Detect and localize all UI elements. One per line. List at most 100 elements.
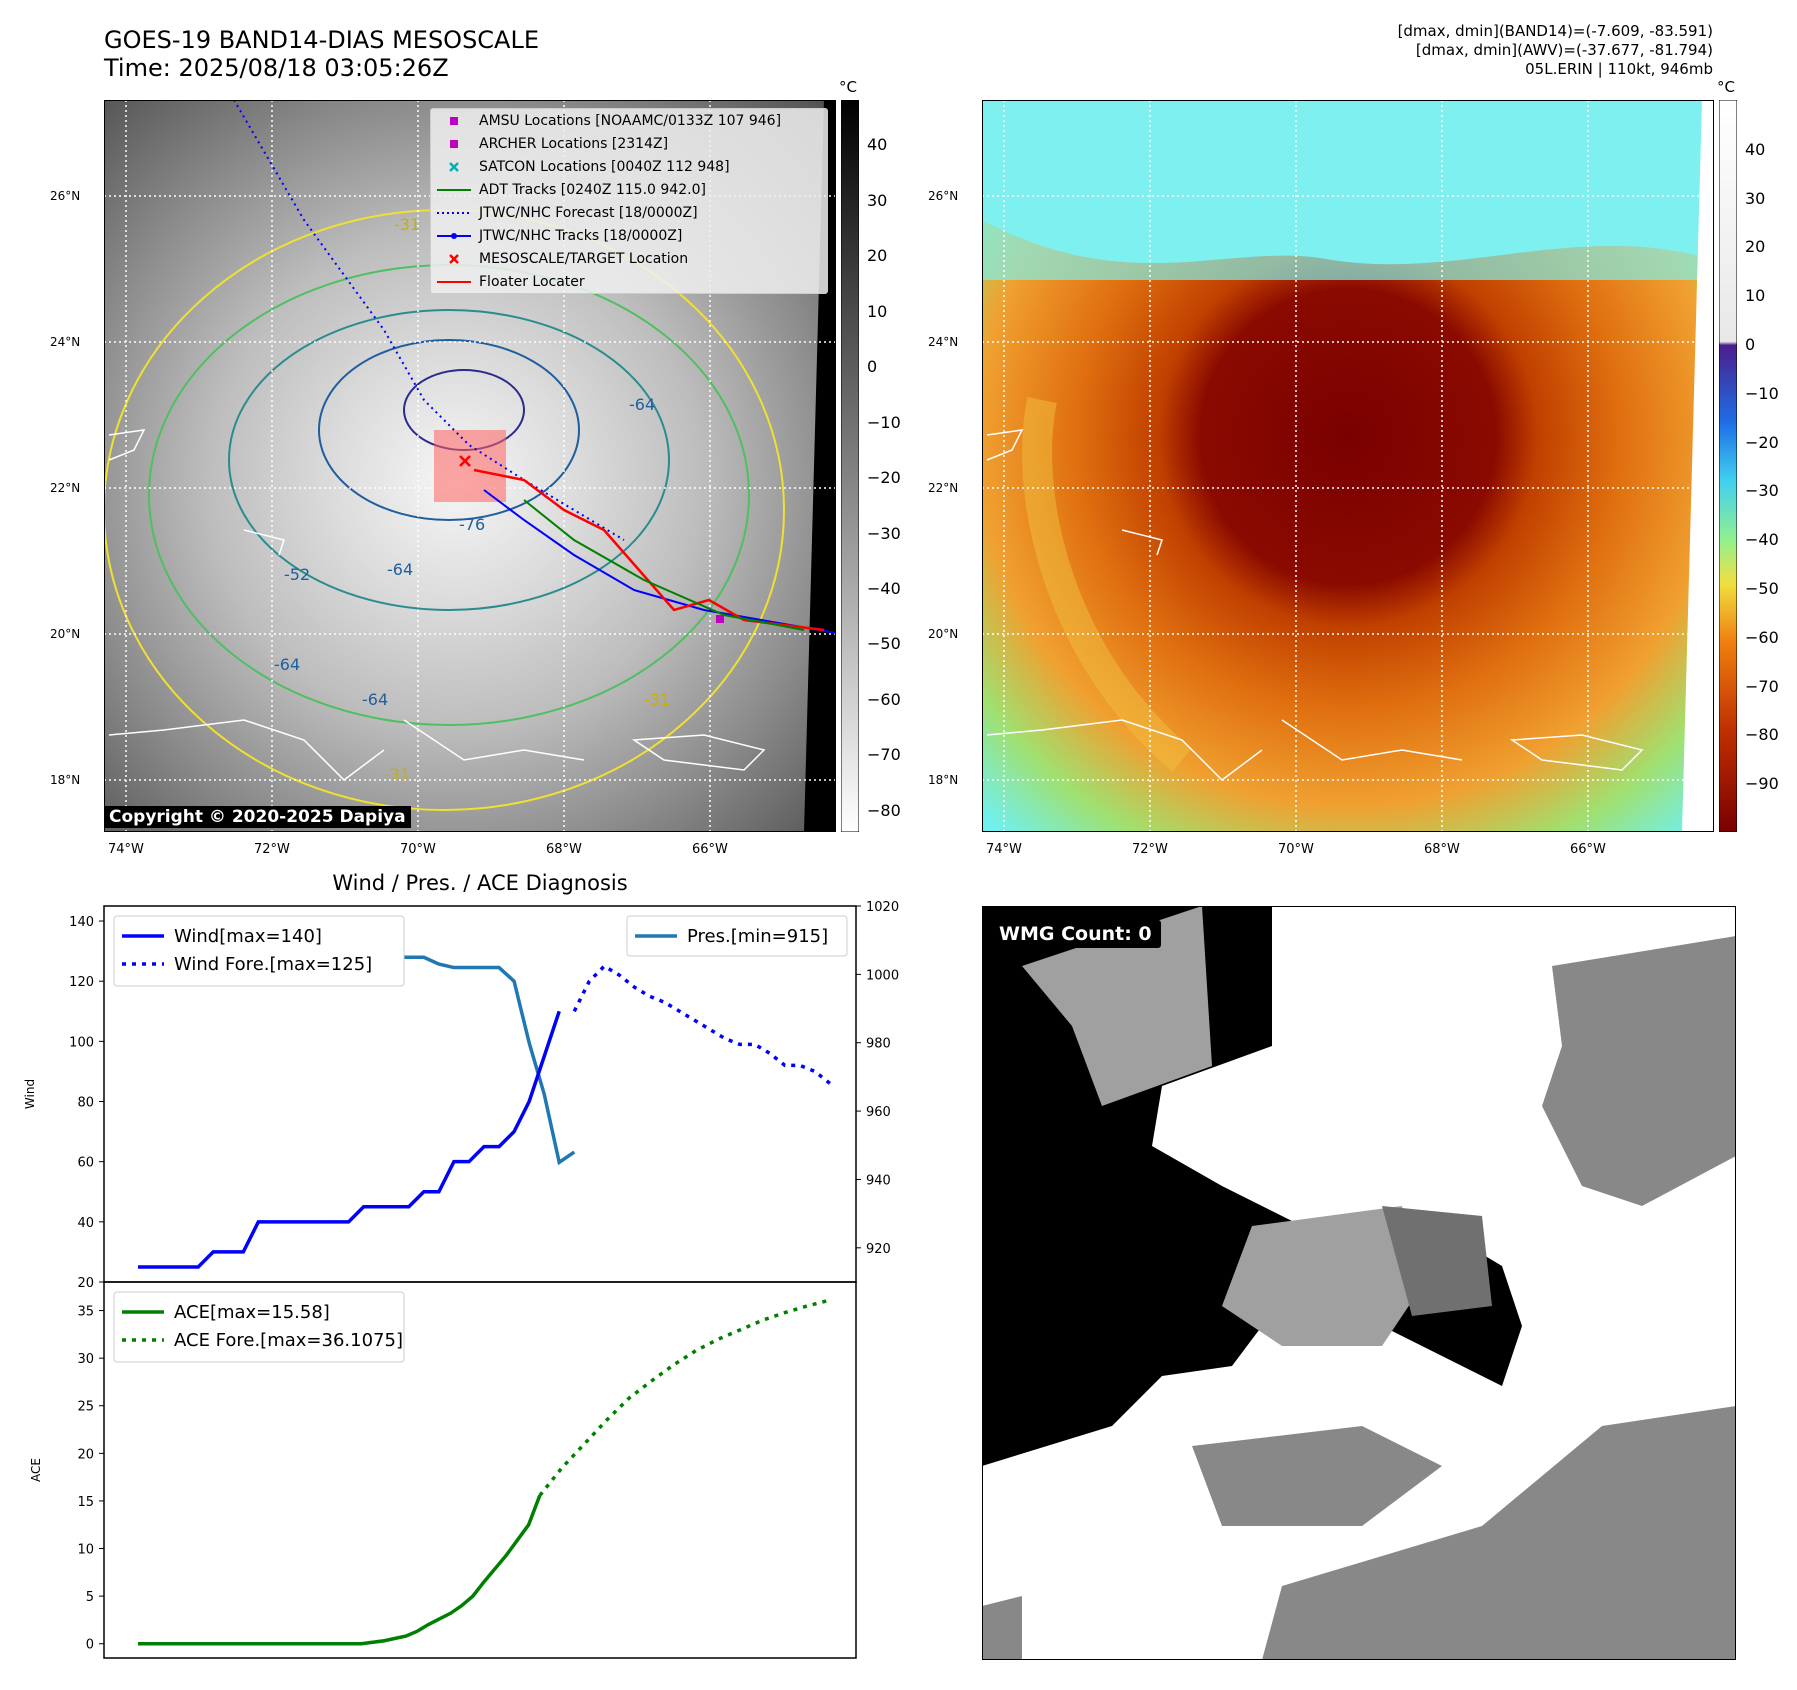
contour-label: -76 [459,515,485,534]
lat-label: 22°N [928,481,959,495]
legend-label: ADT Tracks [0240Z 115.0 942.0] [479,181,706,198]
colorbar-color [1719,100,1737,832]
colorbar-tick: −10 [867,412,901,432]
colorbar-tick: 0 [867,357,878,377]
pressure-tick: 980 [866,1037,891,1052]
legend-item: MESOSCALE/TARGET Location [431,247,827,270]
awv-map-panel [982,100,1714,832]
ace-tick: 15 [77,1495,94,1510]
ace-tick: 35 [77,1305,94,1320]
legend-item: ADT Tracks [0240Z 115.0 942.0] [431,178,827,201]
ace-axes [103,1281,857,1659]
wind-tick: 80 [77,1096,94,1111]
colorbar-gray [841,100,859,832]
colorbar-tick: 10 [1745,286,1766,306]
ace-axis-label: ACE [29,1458,43,1482]
legend-swatch [449,253,459,264]
colorbar-tick: −80 [867,800,901,820]
lat-label: 20°N [928,627,959,641]
legend-label: ARCHER Locations [2314Z] [479,135,669,152]
legend-label: MESOSCALE/TARGET Location [479,250,689,267]
lat-label: 26°N [50,189,81,203]
colorbar-tick: 30 [867,190,888,210]
pressure-tick: 1020 [866,900,899,915]
contour-label: -64 [362,690,388,709]
diagnosis-chart: Wind / Pres. / ACE Diagnosis204060801001… [23,871,899,1659]
contour-label: -64 [387,560,413,579]
contour-label: -64 [274,655,300,674]
chart-legend: ACE[max=15.58] ACE Fore.[max=36.1075] [113,1291,405,1363]
no-data-edge [804,100,836,832]
legend-swatch [450,139,458,148]
contour-label: -31 [644,690,670,709]
colorbar-unit: °C [839,78,857,96]
lon-label: 72°W [254,842,290,857]
stats-line-2: [dmax, dmin](AWV)=(-37.677, -81.794) [1415,41,1713,59]
legend-item: Floater Locater [431,270,827,293]
best-track [483,489,836,634]
colorbar-tick: −40 [1745,530,1779,550]
legend-swatch [437,188,471,191]
colorbar-tick: −80 [1745,725,1779,745]
lon-label: 68°W [546,842,582,857]
colorbar-tick: −70 [867,745,901,765]
colorbar-tick: −30 [1745,481,1779,501]
title-line-2: Time: 2025/08/18 03:05:26Z [104,54,449,82]
legend-label: SATCON Locations [0040Z 112 948] [479,158,730,175]
pressure-legend: Pres.[min=915] [626,915,848,957]
lat-label: 24°N [928,335,959,349]
colorbar-tick: −50 [867,634,901,654]
stats-line-3: 05L.ERIN | 110kt, 946mb [1525,60,1713,78]
chart-legend-label: Wind[max=140] [174,926,322,947]
wind-tick: 60 [77,1156,94,1171]
lon-label: 70°W [1278,842,1314,857]
floater-track [473,468,825,632]
chart-legend: Wind[max=140] Wind Fore.[max=125] [113,915,405,987]
lat-label: 18°N [928,773,959,787]
colorbar-tick: −20 [1745,432,1779,452]
pressure-tick: 960 [866,1105,891,1120]
legend-swatch [437,211,471,214]
colorbar-tick: −30 [867,523,901,543]
chart-legend-label: Wind Fore.[max=125] [174,954,372,975]
legend-label: JTWC/NHC Tracks [18/0000Z] [479,227,683,244]
pressure-tick: 940 [866,1173,891,1188]
lon-label: 66°W [692,842,728,857]
legend-label: AMSU Locations [NOAAMC/0133Z 107 946] [479,112,782,129]
wind-axis-label: Wind [23,1079,37,1109]
colorbar-tick: 40 [1745,139,1766,159]
chart-legend-label: ACE[max=15.58] [174,1302,330,1323]
lat-label: 24°N [50,335,81,349]
colorbar-tick: −60 [867,689,901,709]
colorbar-tick: −40 [867,579,901,598]
pressure-tick: 1000 [866,968,899,983]
colorbar-unit: °C [1717,78,1735,96]
colorbar-tick: −50 [1745,579,1779,598]
colorbar-tick: −20 [867,468,901,488]
figure-title: GOES-19 BAND14-DIAS MESOSCALE Time: 2025/… [104,26,539,82]
chart-title: Wind / Pres. / ACE Diagnosis [332,871,627,895]
coastlines [108,429,766,781]
colorbar-tick: −60 [1745,627,1779,647]
colorbar-tick: 20 [1745,237,1766,257]
ace-tick: 10 [77,1543,94,1558]
chart-legend-label: ACE Fore.[max=36.1075] [174,1330,403,1351]
adt-track [523,499,805,631]
lat-label: 22°N [50,481,81,495]
colorbar-tick: 10 [867,301,888,321]
legend-swatch [449,161,459,172]
legend-item: ARCHER Locations [2314Z] [431,132,827,155]
legend-item: JTWC/NHC Forecast [18/0000Z] [431,201,827,224]
contour-label: -52 [284,565,310,584]
colorbar-tick: −70 [1745,676,1779,696]
legend-item: JTWC/NHC Tracks [18/0000Z] [431,224,827,247]
lon-label: 66°W [1570,842,1606,857]
wind-tick: 120 [69,975,94,990]
legend-label: Floater Locater [479,273,585,290]
archer-marker [716,615,724,623]
colorbar-tick: 30 [1745,188,1766,208]
lat-label: 20°N [50,627,81,641]
lon-label: 68°W [1424,842,1460,857]
legend-swatch [437,280,471,283]
colorbar-tick: 40 [867,135,888,155]
